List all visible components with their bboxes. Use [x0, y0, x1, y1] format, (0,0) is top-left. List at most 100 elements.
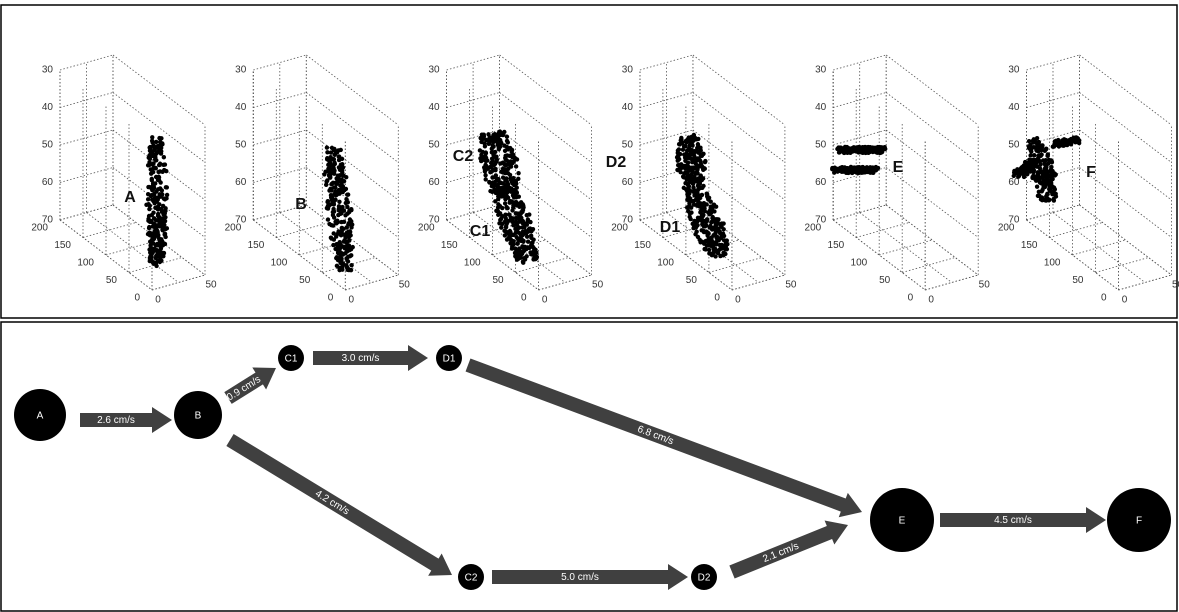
- scatter-dot: [1027, 157, 1032, 162]
- scatter-dot: [1042, 178, 1047, 183]
- z-tick-label: 60: [235, 177, 247, 188]
- scatter-dot: [495, 135, 501, 140]
- scatter-dot: [1056, 143, 1062, 149]
- scatter-dot: [164, 196, 169, 201]
- scatter-dot: [520, 229, 525, 235]
- scatter-dot: [1052, 173, 1058, 178]
- axis-line: [345, 274, 399, 291]
- axis-line: [885, 92, 979, 163]
- y-tick-label: 0: [134, 293, 140, 304]
- scatter-dot: [163, 208, 168, 214]
- node-label: A: [37, 411, 44, 422]
- scatter-dot: [511, 203, 516, 208]
- axis-line: [446, 54, 500, 71]
- scatter-dot: [349, 262, 354, 268]
- scatter-dot: [150, 135, 155, 140]
- scatter-dot: [503, 216, 508, 221]
- scatter-dot: [489, 150, 495, 155]
- cluster-label: C1: [470, 223, 491, 240]
- scatter-dot: [490, 168, 495, 174]
- scatter-dot: [510, 152, 515, 158]
- scatter-dot: [493, 199, 498, 204]
- scatter-dot: [326, 158, 332, 163]
- scatter-dot: [341, 239, 347, 244]
- cluster-label: E: [893, 159, 904, 176]
- cluster-label: A: [124, 189, 136, 206]
- scatter-dot: [530, 240, 535, 245]
- scatter-dot: [690, 221, 695, 227]
- axis-line: [306, 92, 399, 163]
- scatter-dot: [1026, 139, 1032, 144]
- scatter-dot: [684, 148, 690, 153]
- scatter-dot: [479, 158, 484, 164]
- scatter-dot: [518, 200, 524, 205]
- y-tick-label: 150: [248, 240, 265, 251]
- scatter-dot: [157, 144, 162, 149]
- scatter-dot: [683, 158, 688, 164]
- axis-line: [833, 92, 887, 108]
- y-tick-label: 150: [828, 240, 845, 251]
- scatter-dot: [708, 205, 713, 210]
- x-tick-label: 0: [349, 295, 355, 306]
- scatter-dot: [1032, 153, 1037, 158]
- cluster-label: F: [1086, 164, 1096, 181]
- scatter-dot: [705, 231, 710, 237]
- axis-line: [59, 204, 114, 221]
- scatter-dot: [1048, 189, 1054, 194]
- scatter-dot: [849, 168, 855, 173]
- scatter-dot: [1050, 184, 1055, 190]
- scatter-dot: [497, 141, 503, 146]
- node-label: B: [195, 411, 202, 422]
- y-tick-label: 100: [77, 258, 94, 269]
- node-label: D1: [443, 354, 456, 365]
- scatter-dot: [340, 204, 345, 210]
- scatter-dot: [158, 254, 163, 259]
- scatter-dot: [340, 267, 345, 272]
- axis-line: [1026, 129, 1080, 146]
- scatter-dot: [518, 211, 523, 217]
- axis-line: [731, 274, 786, 291]
- scatter-dot: [1043, 147, 1049, 152]
- scatter-dot: [711, 246, 716, 252]
- scatter-dot: [1073, 140, 1078, 145]
- scatter-dot: [164, 185, 170, 190]
- axis-line: [885, 204, 979, 276]
- scatter-dot: [702, 208, 708, 214]
- arrow: 3.0 cm/s: [313, 345, 428, 371]
- scatter-dot: [487, 180, 492, 185]
- y-tick-label: 200: [805, 223, 822, 234]
- scatter-dot: [704, 202, 709, 207]
- axis-line: [1079, 204, 1172, 276]
- scatter-dot: [844, 144, 850, 150]
- scatter-dot: [346, 234, 352, 240]
- scatter-dot: [1035, 193, 1041, 199]
- axis-line: [885, 167, 979, 238]
- scatter-dot: [856, 145, 862, 151]
- z-tick-label: 40: [42, 102, 54, 113]
- scatter-dot: [532, 254, 538, 260]
- scatter-dot: [1066, 138, 1071, 143]
- scatter-dot: [147, 247, 152, 252]
- z-tick-label: 50: [235, 140, 247, 151]
- node: [174, 391, 222, 439]
- scatter-dot: [508, 237, 514, 242]
- scatter-dot: [502, 201, 508, 206]
- arrow-shape: [80, 407, 172, 433]
- scatter-dot: [331, 202, 337, 207]
- scatter-dot: [695, 215, 701, 220]
- scatter-dot: [694, 170, 699, 175]
- node-label: C1: [285, 354, 298, 365]
- scatter-dot: [513, 226, 519, 232]
- scatter-dot: [152, 195, 158, 200]
- scatter-dot: [1048, 169, 1054, 174]
- scatter-dot: [1053, 191, 1058, 197]
- axis-line: [306, 54, 399, 126]
- scatter-dot: [155, 243, 160, 248]
- scatter-dot: [718, 235, 724, 241]
- scatter-dot: [502, 148, 508, 153]
- scatter-dot: [333, 185, 338, 190]
- axis-line: [322, 257, 376, 273]
- cluster-label: D2: [606, 154, 627, 171]
- scatter-dot: [687, 214, 692, 220]
